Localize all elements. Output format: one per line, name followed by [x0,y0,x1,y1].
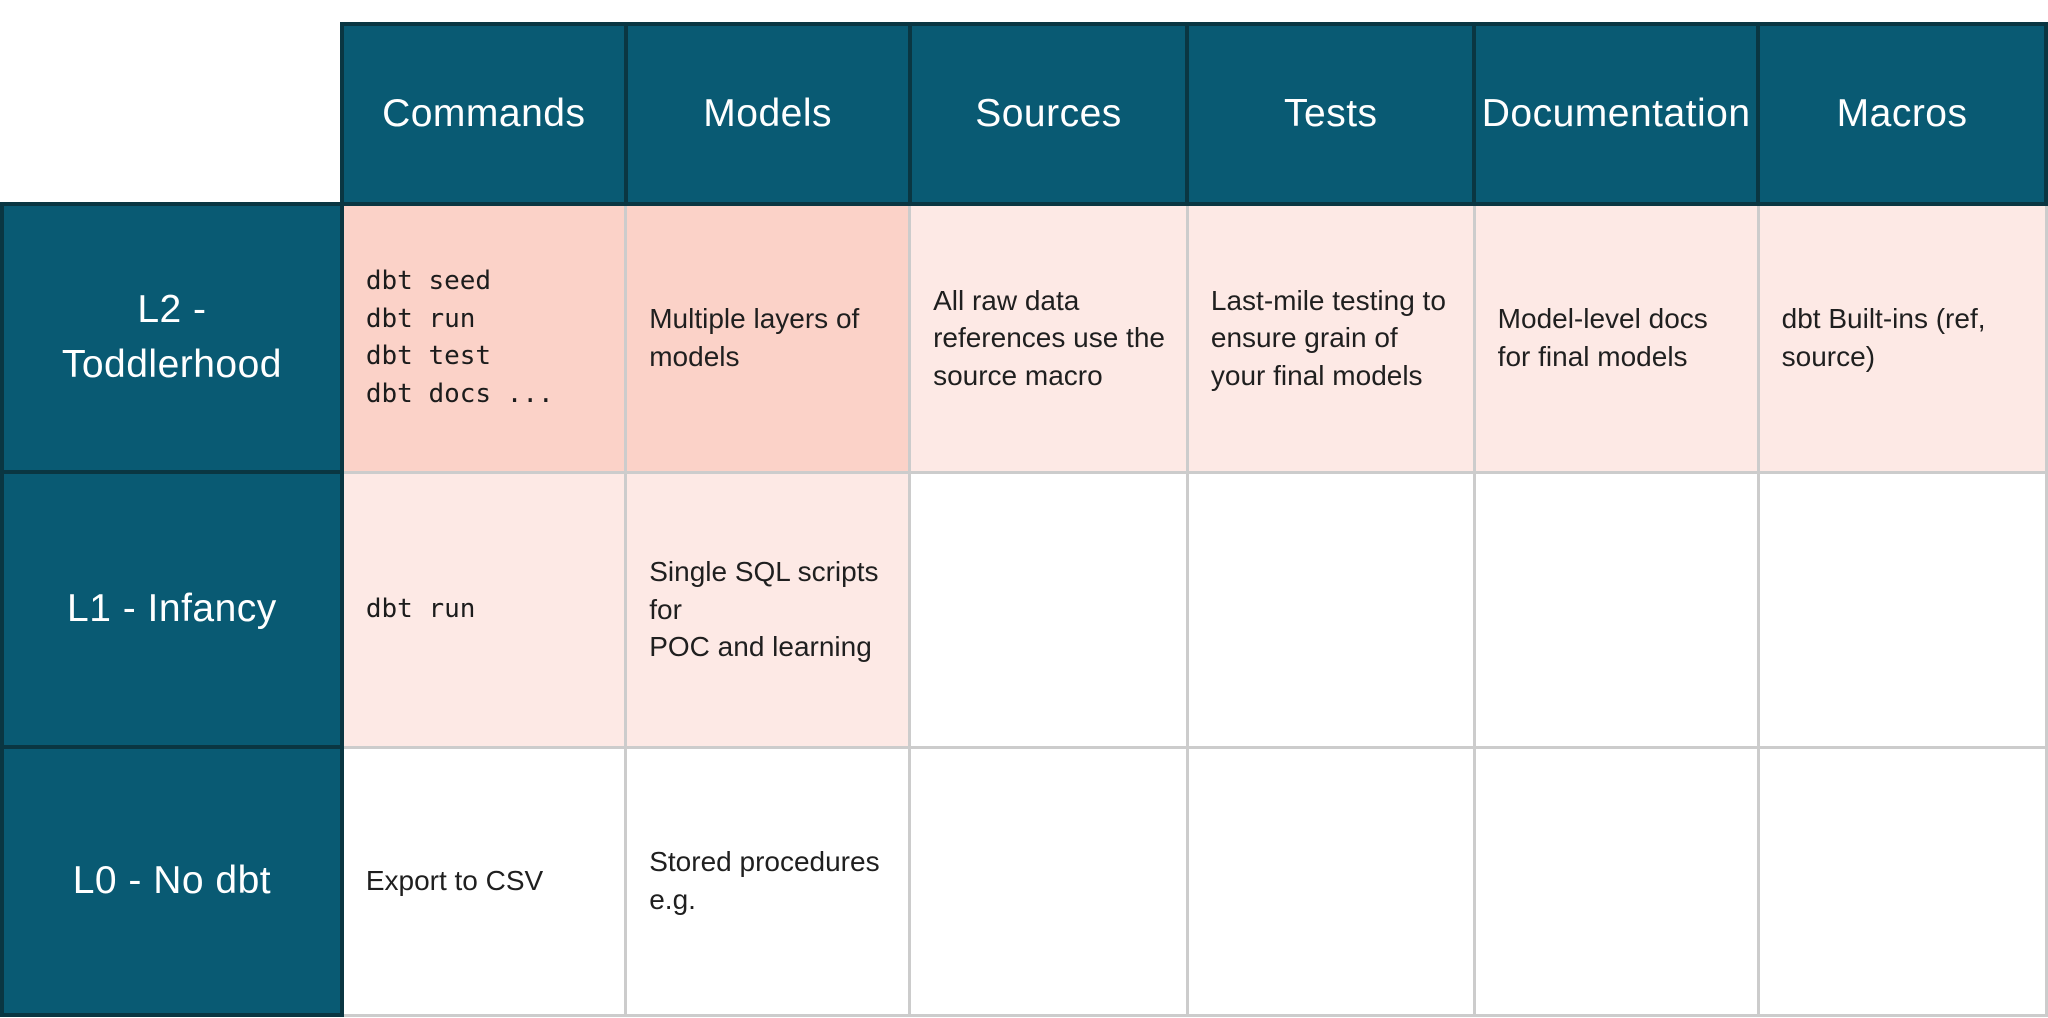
cell-l1-documentation [1472,470,1760,749]
cell-l2-macros: dbt Built-ins (ref, source) [1756,202,2048,474]
maturity-matrix-table: Commands Models Sources Tests Documentat… [0,22,2048,1017]
row-header-l1-infancy: L1 - Infancy [0,470,344,749]
cell-l0-models: Stored procedures e.g. [624,745,912,1017]
column-header-sources: Sources [907,22,1190,206]
cell-l0-macros [1756,745,2048,1017]
cell-l1-sources [908,470,1189,749]
cell-l2-models: Multiple layers of models [624,202,912,474]
column-header-commands: Commands [339,22,628,206]
cell-l1-macros [1756,470,2048,749]
cell-l0-sources [908,745,1189,1017]
row-header-l2-toddlerhood: L2 - Toddlerhood [0,202,344,474]
cell-l0-commands: Export to CSV [340,745,628,1017]
cell-l1-models: Single SQL scripts for POC and learning [624,470,912,749]
column-header-models: Models [623,22,912,206]
cell-l1-commands: dbt run [340,470,628,749]
cell-l2-documentation: Model-level docs for final models [1472,202,1760,474]
corner-blank-cell [2,24,342,204]
column-header-tests: Tests [1185,22,1477,206]
cell-l1-tests [1185,470,1476,749]
column-header-documentation: Documentation [1472,22,1761,206]
cell-l0-documentation [1472,745,1760,1017]
cell-l0-tests [1185,745,1476,1017]
cell-l2-tests: Last-mile testing to ensure grain of you… [1185,202,1476,474]
column-header-macros: Macros [1756,22,2048,206]
row-header-l0-no-dbt: L0 - No dbt [0,745,344,1017]
cell-l2-sources: All raw data references use the source m… [908,202,1189,474]
cell-l2-commands: dbt seed dbt run dbt test dbt docs ... [340,202,628,474]
